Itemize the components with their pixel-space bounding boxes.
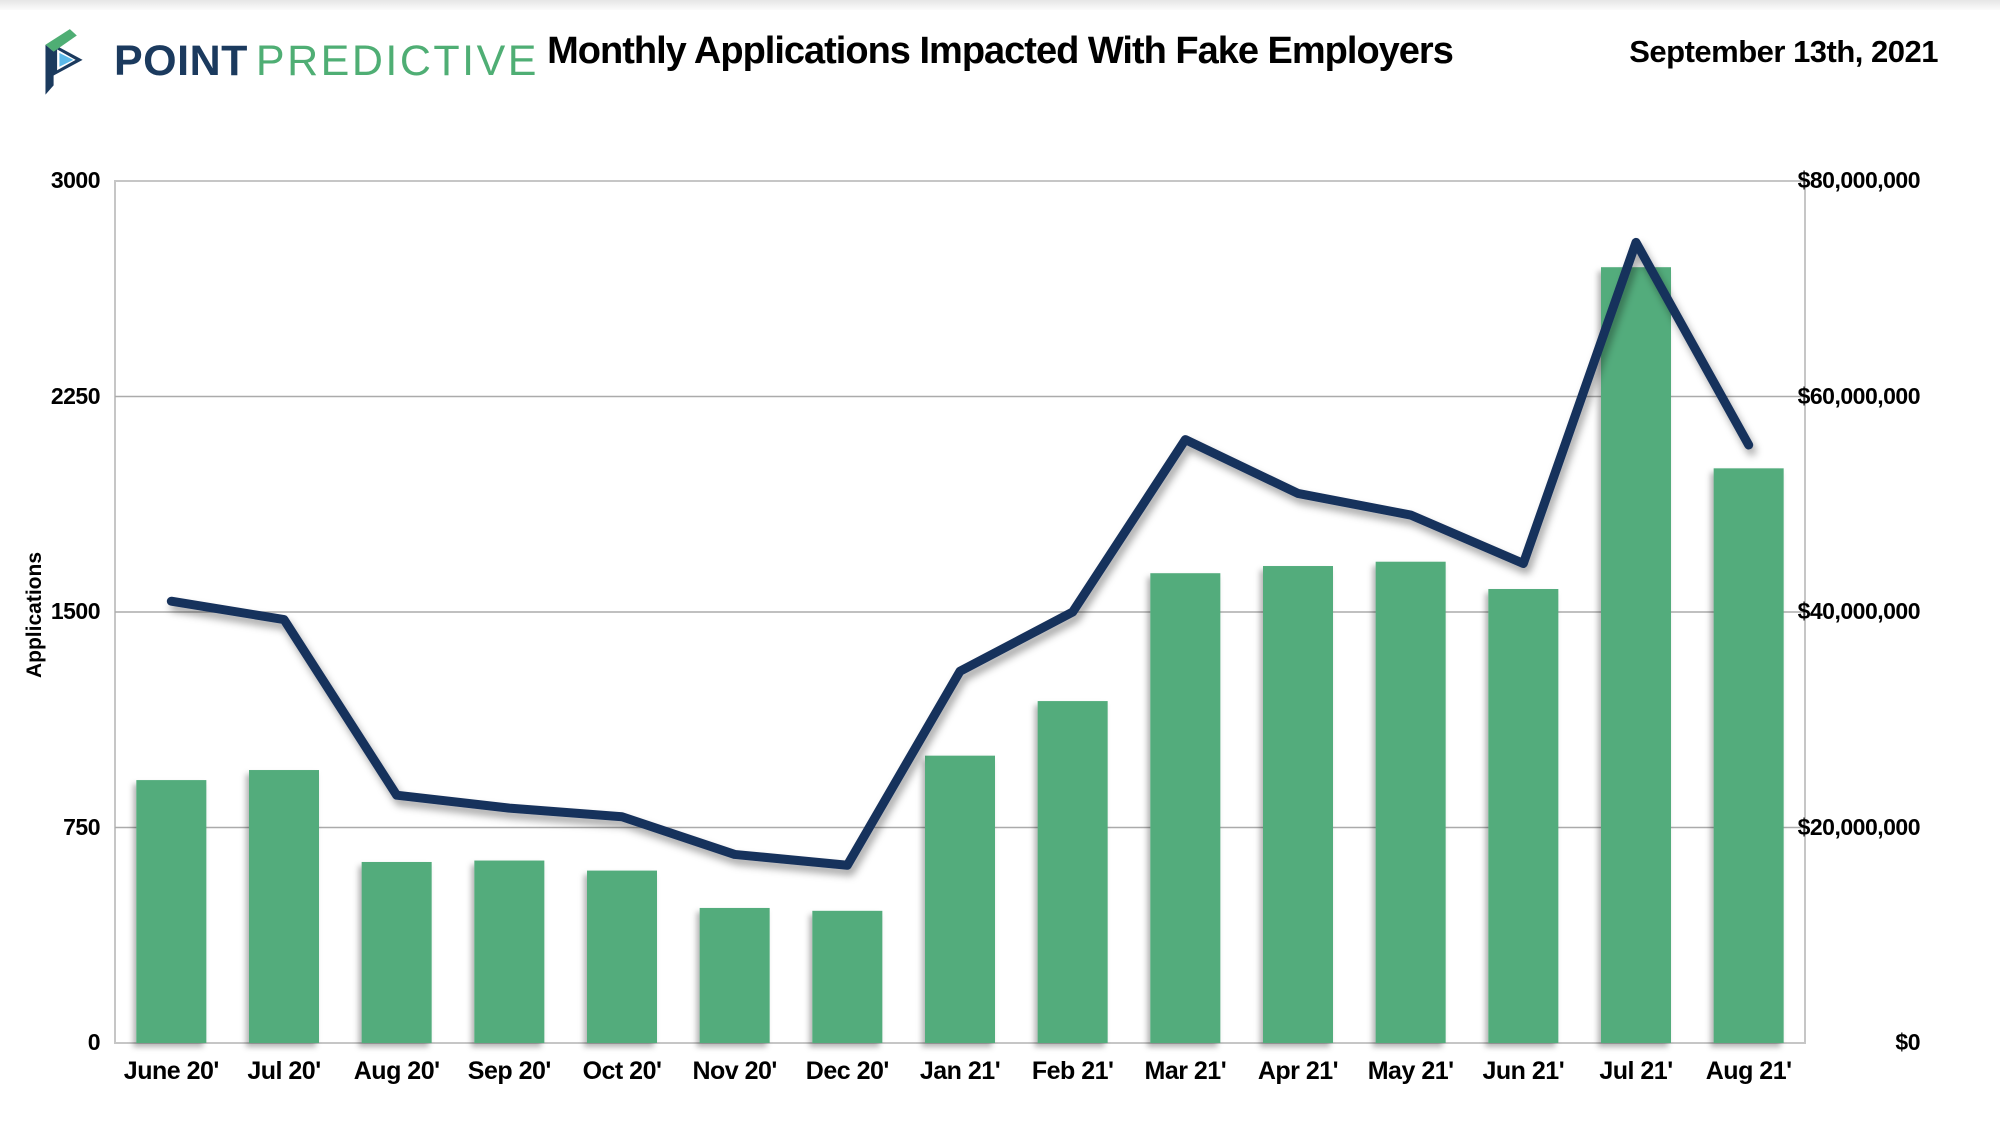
left-axis-tick: 1500 (50, 598, 101, 624)
right-axis-tick: $60,000,000 (1797, 382, 1921, 409)
bar-Aug 20' (361, 861, 432, 1043)
bar-Oct 20' (587, 870, 657, 1043)
report-date: September 13th, 2021 (1629, 34, 1938, 69)
x-axis-label: Dec 20' (805, 1057, 890, 1085)
x-axis-label: Jan 21' (919, 1057, 1001, 1085)
x-axis-label: Oct 20' (582, 1057, 662, 1085)
right-axis-tick: $20,000,000 (1797, 813, 1921, 840)
right-axis-tick: $80,000,000 (1797, 167, 1921, 193)
bar-Mar 21' (1150, 573, 1221, 1043)
logo-wordmark: POINT PREDICTIVE (114, 37, 539, 86)
left-axis-tick: 3000 (50, 167, 101, 193)
bar-Aug 21' (1713, 468, 1784, 1043)
left-axis-tick: 2250 (50, 382, 101, 409)
right-axis-tick: $0 (1895, 1029, 1920, 1055)
bar-Jul 20' (249, 770, 319, 1043)
bar-Nov 20' (699, 907, 770, 1043)
x-axis-label: Jul 21' (1599, 1057, 1673, 1085)
page-title: Monthly Applications Impacted With Fake … (547, 30, 1454, 72)
x-axis-label: Jun 21' (1482, 1057, 1565, 1085)
logo-word-predictive: PREDICTIVE (255, 36, 539, 85)
bar-Feb 21' (1037, 701, 1108, 1043)
trend-line (166, 237, 1754, 870)
x-axis-label: Nov 20' (692, 1057, 777, 1085)
point-predictive-logo: POINT PREDICTIVE (42, 26, 539, 96)
x-axis-label: Sep 20' (467, 1057, 552, 1085)
bar-Apr 21' (1263, 566, 1333, 1043)
x-axis-label: June 20' (123, 1057, 220, 1085)
bar-Dec 20' (812, 910, 883, 1043)
bar-Jan 21' (925, 755, 995, 1043)
point-predictive-logo-icon (45, 29, 83, 95)
x-axis-label: Feb 21' (1031, 1057, 1114, 1085)
logo-word-point: POINT (114, 36, 248, 85)
window-top-edge (0, 0, 2000, 10)
left-axis-tick: 0 (87, 1029, 101, 1055)
right-axis-tick: $40,000,000 (1797, 598, 1921, 624)
x-axis-label: Aug 20' (353, 1057, 440, 1085)
bar-June 20' (136, 780, 207, 1043)
x-axis-label: Jul 20' (247, 1057, 321, 1085)
bar-Sep 20' (474, 860, 545, 1043)
left-axis-tick: 750 (63, 813, 100, 840)
bar-Jul 21' (1601, 267, 1671, 1043)
x-axis-label: May 21' (1367, 1057, 1454, 1085)
x-axis-label: Aug 21' (1705, 1057, 1792, 1085)
x-axis-label: Apr 21' (1257, 1057, 1339, 1085)
bar-Jun 21' (1488, 589, 1559, 1043)
x-axis-label: Mar 21' (1144, 1057, 1227, 1085)
bar-May 21' (1375, 561, 1446, 1043)
